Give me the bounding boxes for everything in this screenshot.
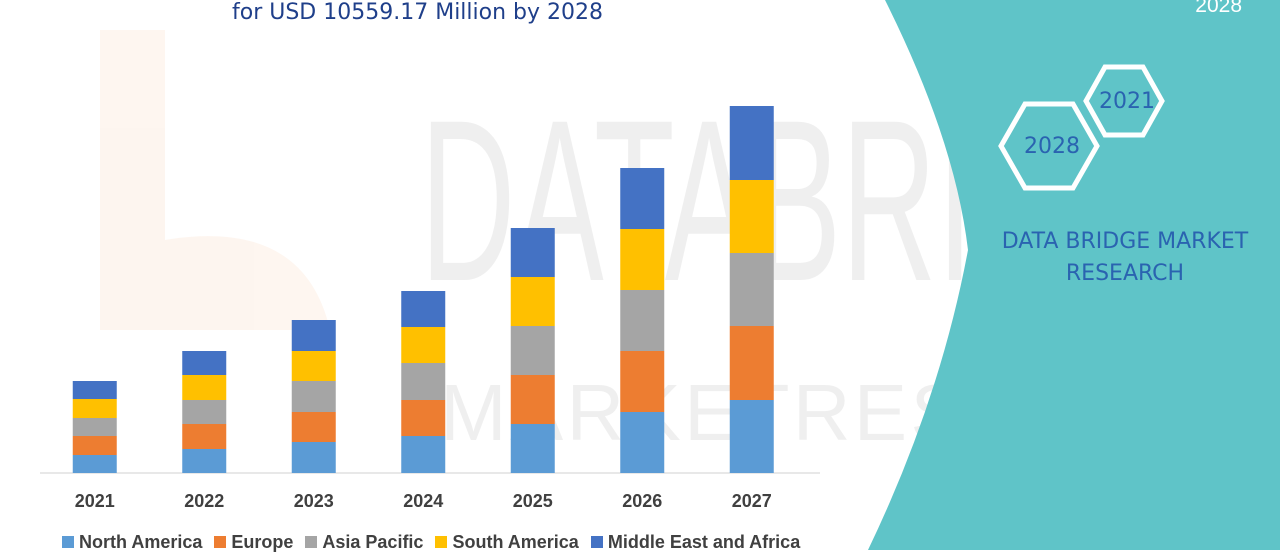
legend-item: Middle East and Africa — [590, 531, 801, 553]
bar-segment — [401, 400, 446, 436]
corner-year-label: 2028 — [1195, 0, 1242, 17]
bar-segment — [182, 375, 227, 400]
legend-item: Europe — [214, 532, 293, 553]
x-tick-label: 2022 — [184, 491, 224, 511]
legend-label: South America — [452, 531, 579, 552]
legend-label: Europe — [231, 531, 294, 552]
bar-segment — [620, 229, 665, 290]
bar-segment — [620, 168, 665, 229]
legend-swatch — [305, 536, 318, 548]
legend-label: North America — [79, 531, 203, 552]
hexagon-bottom-year: 2028 — [1024, 134, 1080, 159]
bar-segment — [72, 418, 117, 436]
bar-segment — [72, 455, 117, 473]
legend-label: Middle East and Africa — [607, 531, 801, 552]
legend-item: South America — [435, 531, 579, 553]
bar-segment — [401, 291, 446, 327]
legend-item: North America — [62, 532, 202, 553]
brand-name: DATA BRIDGE MARKET RESEARCH — [990, 226, 1260, 290]
bar-segment — [291, 320, 336, 351]
bar-segment — [182, 351, 227, 375]
bar-segment — [510, 375, 555, 424]
legend-item: Asia Pacific — [305, 532, 423, 553]
x-tick-label: 2021 — [75, 491, 115, 511]
bar-segment — [729, 326, 774, 400]
x-tick-label: 2025 — [513, 491, 553, 511]
bar-segment — [401, 327, 446, 363]
x-tick-label: 2023 — [294, 491, 334, 511]
bar-segment — [291, 381, 336, 412]
hexagon-2028-icon — [998, 101, 1100, 191]
legend-swatch — [435, 536, 448, 548]
bar-segment — [72, 381, 117, 399]
bar-segment — [182, 400, 227, 424]
bar-segment — [182, 449, 227, 473]
bar-segment — [729, 180, 774, 253]
chart-title: for USD 10559.17 Million by 2028 — [232, 0, 604, 25]
bar-segment — [729, 400, 774, 473]
legend-swatch — [214, 536, 227, 548]
bar-segment — [401, 363, 446, 400]
bar-segment — [729, 253, 774, 326]
bar-segment — [510, 228, 555, 277]
bar-segment — [291, 412, 336, 442]
legend-swatch — [590, 536, 603, 548]
bar-segment — [291, 351, 336, 381]
hexagon-2021-icon — [1083, 64, 1165, 138]
bar-segment — [510, 326, 555, 375]
x-tick-label: 2027 — [732, 491, 772, 511]
bar-segment — [510, 424, 555, 473]
x-tick-label: 2024 — [403, 491, 443, 511]
chart-legend: North America Europe Asia Pacific South Ame… — [62, 531, 800, 553]
bar-segment — [620, 290, 665, 351]
bar-segment — [620, 351, 665, 412]
bar-segment — [182, 424, 227, 449]
x-tick-label: 2026 — [622, 491, 662, 511]
bar-segment — [72, 436, 117, 455]
bar-segment — [620, 412, 665, 473]
legend-label: Asia Pacific — [322, 531, 424, 552]
bar-segment — [729, 106, 774, 180]
brand-line-1: DATA BRIDGE MARKET — [1001, 229, 1249, 254]
hexagon-top-year: 2021 — [1099, 89, 1155, 114]
bar-segment — [291, 442, 336, 473]
bar-segment — [72, 399, 117, 418]
bar-segment — [510, 277, 555, 326]
brand-line-2: RESEARCH — [1065, 261, 1185, 286]
legend-swatch — [62, 536, 74, 548]
bar-segment — [401, 436, 446, 473]
